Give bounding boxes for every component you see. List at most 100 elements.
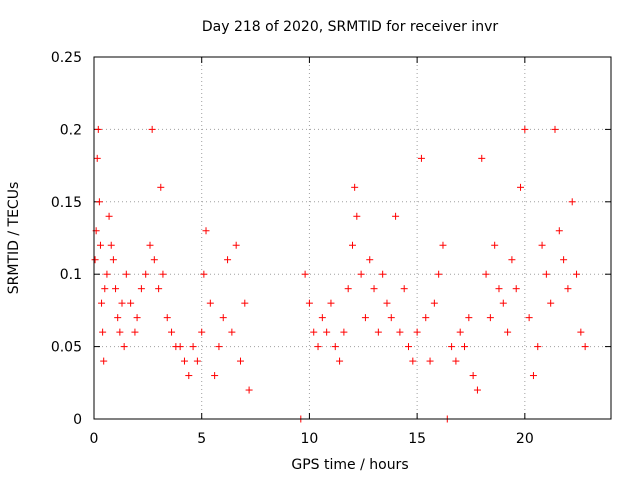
data-point <box>94 125 102 133</box>
data-point <box>573 270 581 278</box>
data-point <box>581 343 589 351</box>
data-point <box>176 343 184 351</box>
data-point <box>349 241 356 249</box>
data-point <box>148 125 156 133</box>
data-point <box>245 386 253 394</box>
data-point <box>387 314 395 322</box>
data-point <box>105 212 113 220</box>
data-points <box>91 125 589 423</box>
data-point <box>366 256 374 264</box>
y-tick-label: 0.15 <box>51 195 82 211</box>
data-point <box>469 372 477 380</box>
y-tick-label: 0.05 <box>51 340 82 356</box>
data-point <box>417 154 425 162</box>
data-point <box>112 285 120 293</box>
data-point <box>547 299 555 307</box>
x-tick-label: 5 <box>197 431 206 447</box>
data-point <box>351 183 359 191</box>
data-point <box>206 299 214 307</box>
data-point <box>448 343 456 351</box>
grid-lines <box>94 57 611 419</box>
data-point <box>568 198 576 206</box>
data-point <box>159 270 167 278</box>
data-point <box>331 343 339 351</box>
x-axis-label: GPS time / hours <box>291 457 408 473</box>
data-point <box>107 241 115 249</box>
data-point <box>400 285 408 293</box>
data-point <box>473 386 481 394</box>
data-point <box>323 328 331 336</box>
data-point <box>93 154 101 162</box>
data-point <box>452 357 460 365</box>
data-point <box>353 212 361 220</box>
data-point <box>137 285 145 293</box>
y-tick-label: 0.2 <box>60 122 82 138</box>
data-point <box>215 343 223 351</box>
data-point <box>219 314 227 322</box>
data-point <box>193 357 201 365</box>
data-point <box>127 299 135 307</box>
data-point <box>422 314 430 322</box>
data-point <box>344 285 352 293</box>
data-point <box>101 285 109 293</box>
data-point <box>131 328 139 336</box>
data-point <box>430 299 438 307</box>
data-point <box>180 357 188 365</box>
data-point <box>224 256 232 264</box>
plot-area-border <box>93 56 612 420</box>
data-point <box>383 299 391 307</box>
data-point <box>439 241 447 249</box>
data-point <box>370 285 378 293</box>
data-point <box>155 285 163 293</box>
data-point <box>232 241 240 249</box>
y-tick-label: 0 <box>73 412 82 428</box>
x-tick-label: 15 <box>408 431 426 447</box>
data-point <box>336 357 344 365</box>
data-point <box>560 256 568 264</box>
data-point <box>163 314 171 322</box>
data-point <box>517 183 525 191</box>
data-point <box>168 328 176 336</box>
data-point <box>357 270 365 278</box>
data-point <box>91 256 99 264</box>
data-point <box>405 343 413 351</box>
data-point <box>538 241 546 249</box>
data-point <box>146 241 154 249</box>
data-point <box>340 328 348 336</box>
data-point <box>301 270 309 278</box>
data-point <box>241 299 249 307</box>
data-point <box>426 357 434 365</box>
data-point <box>495 285 503 293</box>
data-point <box>202 227 210 235</box>
data-point <box>499 299 507 307</box>
data-point <box>211 372 219 380</box>
data-point <box>577 328 585 336</box>
data-point <box>109 256 117 264</box>
data-point <box>200 270 208 278</box>
data-point <box>189 343 197 351</box>
data-point <box>120 343 128 351</box>
data-point <box>228 328 236 336</box>
data-point <box>100 357 108 365</box>
data-point <box>157 183 165 191</box>
y-axis-label: SRMTID / TECUs <box>6 182 22 295</box>
data-point <box>118 299 126 307</box>
data-point <box>305 299 313 307</box>
data-point <box>482 270 490 278</box>
data-point <box>133 314 141 322</box>
data-point <box>396 328 404 336</box>
data-point <box>98 299 106 307</box>
data-point <box>116 328 124 336</box>
data-point <box>198 328 206 336</box>
data-point <box>236 357 244 365</box>
data-point <box>435 270 443 278</box>
data-point <box>114 314 122 322</box>
x-tick-label: 10 <box>301 431 319 447</box>
data-point <box>508 256 516 264</box>
data-point <box>379 270 387 278</box>
data-point <box>529 372 537 380</box>
data-point <box>551 125 559 133</box>
data-point <box>99 328 107 336</box>
axis-ticks: 0 5 10 15 20 0 0.05 0.1 0.15 0.2 0.25 <box>51 50 611 447</box>
